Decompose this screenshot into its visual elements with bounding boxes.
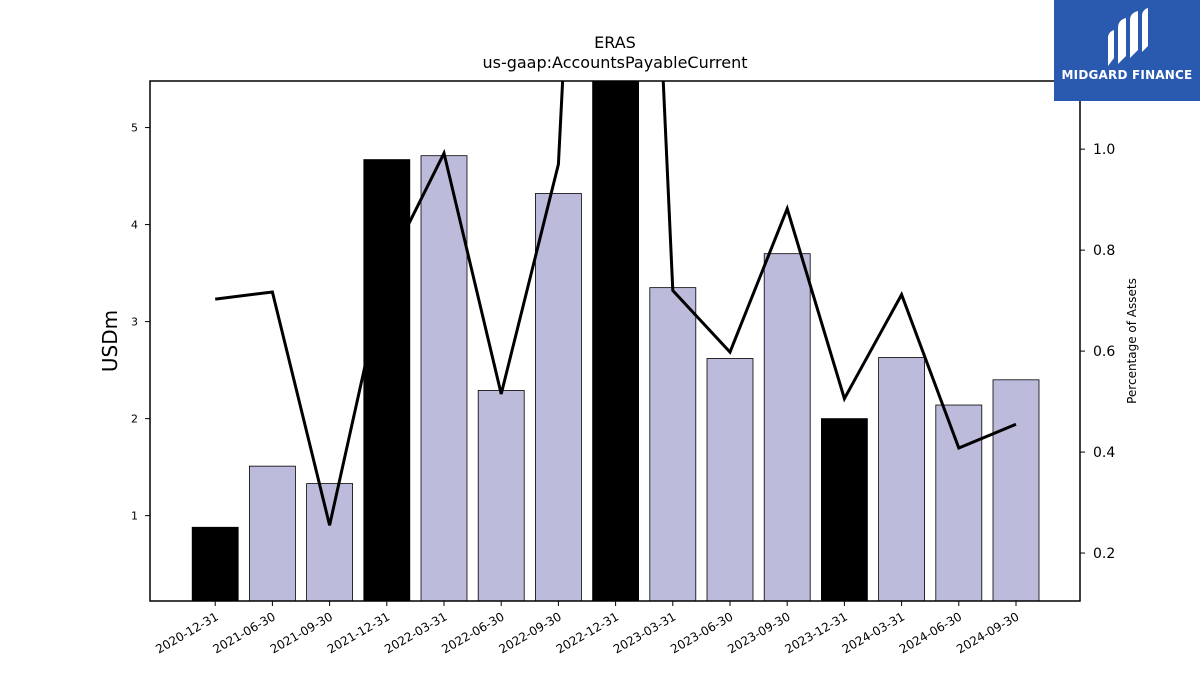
bars-layer	[191, 80, 1040, 602]
x-tick-label: 2021-09-30	[268, 609, 335, 656]
x-tick-label: 2023-03-31	[611, 609, 678, 656]
x-tick-label: 2020-12-31	[153, 609, 220, 656]
plot-frame	[149, 80, 1081, 602]
chart-subtitle: us-gaap:AccountsPayableCurrent	[482, 53, 747, 72]
bar-2021-06-30	[248, 465, 296, 602]
bar-2024-09-30	[992, 379, 1040, 602]
y2-tick-label: 0.2	[1093, 546, 1115, 562]
y-tick-label: 1	[131, 510, 138, 523]
y2-tick-label: 1.0	[1093, 142, 1115, 158]
y-axis-label: USDm	[98, 310, 122, 372]
x-tick-label: 2022-06-30	[439, 609, 506, 656]
pct-assets-line	[215, 81, 1017, 526]
y2-tick-label: 0.6	[1093, 344, 1115, 360]
x-tick-label: 2022-12-31	[554, 609, 621, 656]
y-tick-label: 4	[131, 219, 138, 232]
bar-2022-09-30	[535, 193, 582, 602]
chart-title: ERAS	[594, 33, 636, 52]
x-tick-label: 2023-09-30	[725, 609, 792, 656]
bar-2024-06-30	[935, 404, 983, 602]
x-tick-label: 2024-03-31	[840, 609, 907, 656]
y2-tick-label: 0.4	[1093, 445, 1115, 461]
x-tick-label: 2024-09-30	[954, 609, 1021, 656]
bar-2023-09-30	[763, 253, 811, 602]
y2-tick-label: 0.8	[1093, 243, 1115, 259]
y-tick-label: 5	[131, 122, 138, 135]
bar-2022-12-31	[592, 80, 639, 602]
midgard-logo-icon	[1108, 8, 1148, 66]
bar-2020-12-31	[191, 526, 239, 602]
y-tick-label: 2	[131, 413, 138, 426]
bar-2022-06-30	[477, 390, 525, 602]
x-tick-label: 2023-06-30	[668, 609, 735, 656]
x-tick-label: 2021-06-30	[210, 609, 277, 656]
bar-2023-06-30	[706, 358, 754, 602]
x-tick-label: 2023-12-31	[782, 609, 849, 656]
x-tick-label: 2022-03-31	[382, 609, 449, 656]
bar-2022-03-31	[420, 155, 468, 602]
line-layer	[215, 81, 1017, 526]
midgard-finance-logo: MIDGARD FINANCE	[1054, 0, 1200, 101]
logo-text: MIDGARD FINANCE	[1061, 68, 1193, 82]
x-tick-label: 2021-12-31	[325, 609, 392, 656]
y2-axis-label: Percentage of Assets	[1125, 278, 1139, 404]
bar-2023-12-31	[821, 418, 868, 602]
bar-2021-09-30	[306, 483, 354, 602]
bar-2024-03-31	[878, 357, 925, 602]
bar-2021-12-31	[363, 159, 411, 602]
x-tick-label: 2024-06-30	[897, 609, 964, 656]
bar-2023-03-31	[649, 287, 697, 602]
x-tick-label: 2022-09-30	[496, 609, 563, 656]
y-tick-label: 3	[131, 316, 138, 329]
